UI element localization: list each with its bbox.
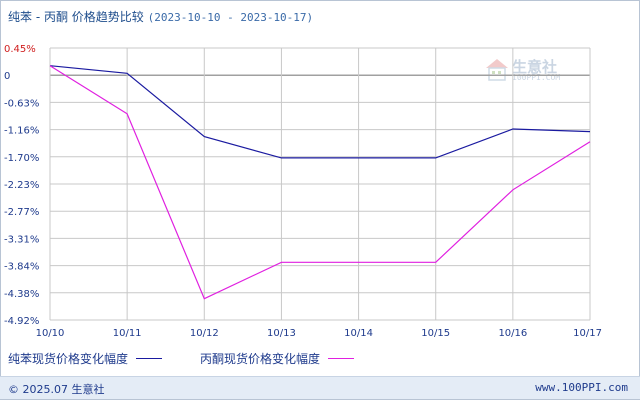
chart-title: 纯苯 - 丙酮 价格趋势比较 (2023-10-10 - 2023-10-17) (8, 8, 313, 25)
legend-entry-benzene: 纯苯现货价格变化幅度 (8, 350, 163, 367)
legend-label-acetone: 丙酮现货价格变化幅度 (200, 352, 321, 366)
series-line-acetone (49, 65, 591, 300)
footer-bar: © 2025.07 生意社 www.100PPI.com (0, 376, 640, 399)
x-tick-label: 10/14 (344, 328, 373, 339)
series-layer (49, 65, 591, 300)
y-tick-label: 0 (4, 71, 10, 82)
house-icon (486, 59, 508, 81)
grid-layer (49, 47, 591, 321)
y-tick-label: 0.45% (4, 44, 36, 55)
x-tick-label: 10/11 (113, 328, 142, 339)
x-tick-label: 10/16 (498, 328, 527, 339)
x-tick-label: 10/13 (267, 328, 296, 339)
y-tick-label: -1.70% (4, 153, 39, 164)
legend-label-benzene: 纯苯现货价格变化幅度 (8, 352, 129, 366)
footer-site-link[interactable]: www.100PPI.com (535, 381, 628, 394)
legend-entry-acetone: 丙酮现货价格变化幅度 (200, 350, 355, 367)
y-tick-label: -1.16% (4, 126, 39, 137)
x-tick-label: 10/12 (190, 328, 219, 339)
legend: 纯苯现货价格变化幅度 丙酮现货价格变化幅度 (0, 350, 640, 370)
series-line-benzene (49, 65, 591, 159)
title-text: 纯苯 - 丙酮 价格趋势比较 (8, 10, 144, 24)
y-tick-label: -3.31% (4, 234, 39, 245)
y-tick-label: -4.38% (4, 289, 39, 300)
legend-swatch-acetone (328, 358, 355, 359)
y-tick-label: -3.84% (4, 262, 39, 273)
x-tick-label: 10/17 (573, 328, 602, 339)
footer-copyright: © 2025.07 生意社 (8, 383, 105, 396)
line-chart: 0.45% 0 -0.63% -1.16% -1.70% -2.23% -2.77% -3.3… (4, 44, 602, 339)
watermark-url: 100PPI.COM (512, 73, 561, 82)
y-tick-label: -0.63% (4, 98, 39, 109)
y-tick-label: -2.77% (4, 207, 39, 218)
y-tick-label: -4.92% (4, 316, 39, 327)
x-axis-ticks: 10/10 10/11 10/12 10/13 10/14 10/15 10/16 10/17 (36, 328, 602, 339)
x-tick-label: 10/10 (36, 328, 65, 339)
y-tick-label: -2.23% (4, 180, 39, 191)
date-range: (2023-10-10 - 2023-10-17) (147, 11, 314, 24)
watermark-name: 生意社 (512, 58, 558, 76)
legend-swatch-benzene (136, 358, 163, 359)
y-axis-ticks: 0.45% 0 -0.63% -1.16% -1.70% -2.23% -2.77% -3.3… (4, 44, 39, 327)
watermark-logo: 生意社 100PPI.COM (484, 56, 584, 82)
x-tick-label: 10/15 (421, 328, 450, 339)
